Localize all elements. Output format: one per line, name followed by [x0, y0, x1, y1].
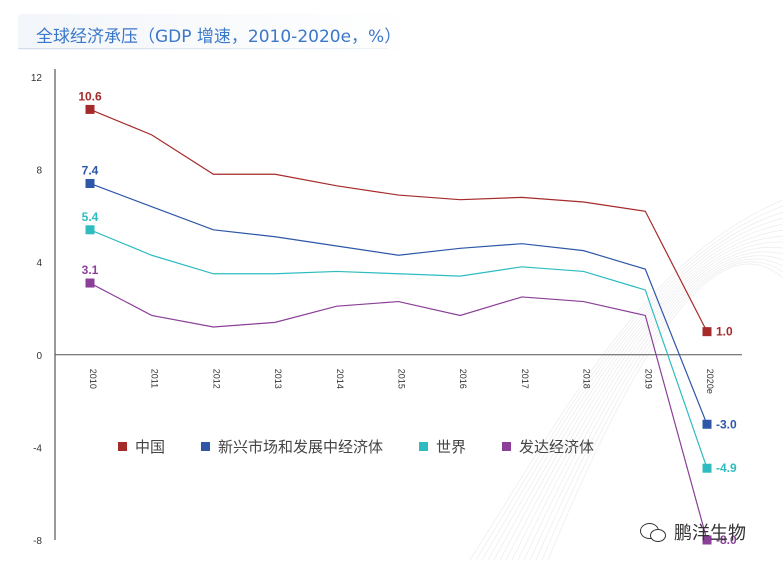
legend-item-world: 世界	[419, 436, 466, 457]
data-marker	[702, 535, 712, 545]
background-wave	[481, 211, 783, 561]
legend-label-advanced: 发达经济体	[519, 438, 595, 456]
series-line	[89, 282, 708, 541]
background-wave	[535, 258, 783, 561]
y-tick-label: 4	[36, 258, 42, 269]
title-underline	[18, 48, 388, 49]
x-tick-label: 2012	[211, 369, 221, 389]
x-tick-label: 2010	[88, 369, 98, 389]
data-label: -4.9	[716, 461, 737, 475]
y-tick-label: 12	[31, 73, 43, 84]
background-wave	[547, 263, 783, 561]
background-wave	[469, 199, 783, 561]
data-marker	[85, 225, 95, 235]
x-tick-label: 2017	[520, 369, 530, 389]
chart-title: 全球经济承压（GDP 增速，2010-2020e，%）	[36, 27, 402, 47]
background-wave	[511, 241, 783, 561]
background-wave	[487, 217, 783, 561]
legend-swatch-emerging	[201, 442, 211, 451]
data-marker	[85, 104, 95, 114]
y-tick-label: -8	[33, 536, 42, 547]
background-wave	[475, 205, 783, 561]
series-line	[89, 229, 708, 469]
legend-label-world: 世界	[436, 438, 467, 456]
background-wave	[523, 251, 783, 561]
x-tick-label: 2016	[458, 369, 468, 389]
y-tick-label: 8	[36, 166, 42, 177]
x-tick-label: 2019	[643, 369, 653, 389]
data-label: -3.0	[716, 417, 737, 431]
data-label: -8.0	[716, 533, 737, 547]
legend-item-emerging: 新兴市场和发展中经济体	[201, 436, 383, 457]
y-tick-label: 0	[36, 351, 42, 362]
data-marker	[85, 178, 95, 188]
x-tick-label: 2018	[582, 369, 592, 389]
chart-legend: 中国 新兴市场和发展中经济体 世界 发达经济体	[118, 436, 594, 457]
data-marker	[702, 463, 712, 473]
legend-label-emerging: 新兴市场和发展中经济体	[218, 438, 384, 456]
data-label: 10.6	[78, 89, 102, 103]
data-marker	[702, 419, 712, 429]
data-label: 1.0	[716, 325, 733, 339]
y-tick-label: -4	[33, 443, 42, 454]
series-line	[89, 182, 708, 425]
x-tick-label: 2011	[150, 369, 160, 388]
wechat-icon	[640, 521, 668, 543]
legend-swatch-world	[419, 442, 429, 451]
background-wave	[541, 261, 783, 561]
legend-swatch-advanced	[502, 442, 512, 451]
series-line	[89, 108, 708, 332]
x-tick-label: 2013	[273, 369, 283, 389]
x-tick-label: 2020e	[705, 369, 715, 394]
background-wave	[517, 246, 783, 561]
legend-label-china: 中国	[135, 438, 166, 456]
data-marker	[85, 278, 95, 288]
title-background	[18, 14, 418, 50]
x-tick-label: 2014	[335, 369, 345, 389]
data-label: 5.4	[82, 210, 99, 224]
watermark: 鹏洋生物	[640, 519, 746, 545]
data-marker	[702, 327, 712, 337]
data-label: 3.1	[82, 263, 99, 277]
legend-item-china: 中国	[118, 436, 165, 457]
background-wave	[505, 235, 783, 561]
legend-item-advanced: 发达经济体	[502, 436, 594, 457]
background-wave	[493, 223, 783, 561]
background-wave	[499, 229, 783, 561]
x-tick-label: 2015	[397, 369, 407, 389]
background-wave	[529, 255, 783, 561]
legend-swatch-china	[118, 442, 127, 451]
watermark-text: 鹏洋生物	[674, 523, 746, 544]
data-label: 7.4	[82, 163, 99, 177]
